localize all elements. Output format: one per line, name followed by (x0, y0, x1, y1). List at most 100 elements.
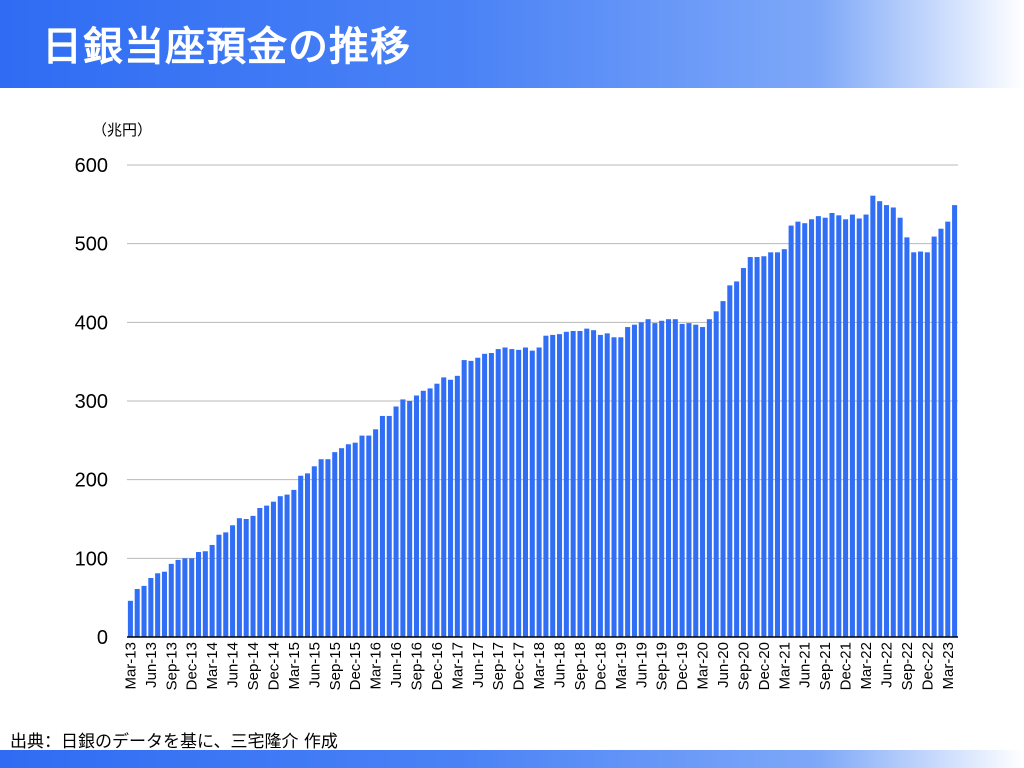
y-tick-label: 0 (97, 627, 108, 649)
bar-Oct-15 (339, 448, 345, 637)
x-tick-label: Jun-22 (878, 642, 895, 688)
x-tick-label: Mar-23 (940, 642, 957, 690)
x-tick-label: Sep-15 (327, 642, 344, 690)
bar-Jun-19 (638, 322, 644, 637)
bar-Apr-18 (543, 335, 549, 637)
bar-Oct-16 (420, 390, 426, 637)
bar-Sep-18 (577, 330, 583, 637)
x-tick-label: Mar-19 (613, 642, 630, 690)
x-tick-label: Dec-19 (674, 642, 691, 690)
bar-Sep-17 (495, 349, 501, 637)
bar-Dec-14 (270, 501, 276, 637)
bar-Oct-17 (502, 347, 508, 637)
x-tick-label: Mar-15 (286, 642, 303, 690)
bar-Apr-20 (706, 319, 712, 637)
y-tick-label: 200 (75, 470, 108, 492)
x-tick-label: Sep-20 (735, 642, 752, 690)
bar-Jan-19 (604, 333, 610, 637)
x-tick-label: Sep-17 (490, 642, 507, 690)
bar-Feb-23 (938, 228, 944, 637)
bar-Jan-22 (849, 214, 855, 637)
bar-Jul-14 (236, 518, 242, 637)
x-tick-label: Sep-14 (245, 642, 262, 690)
bar-Aug-17 (488, 353, 494, 637)
bar-Aug-15 (325, 459, 331, 637)
bar-Jan-23 (931, 236, 937, 637)
bar-Nov-13 (182, 558, 188, 637)
x-tick-label: Mar-21 (776, 642, 793, 690)
bar-Sep-14 (250, 515, 256, 637)
bar-Jul-15 (318, 459, 324, 637)
bar-Dec-18 (597, 334, 603, 637)
x-tick-label: Sep-19 (654, 642, 671, 690)
x-tick-label: Mar-13 (122, 642, 139, 690)
bar-Sep-22 (904, 237, 910, 637)
bar-Dec-21 (843, 219, 849, 637)
bar-Apr-13 (134, 589, 140, 637)
x-tick-label: Sep-13 (163, 642, 180, 690)
bar-Apr-17 (461, 360, 467, 637)
x-tick-label: Jun-14 (225, 642, 242, 688)
x-tick-label: Mar-22 (858, 642, 875, 690)
x-tick-label: Dec-17 (511, 642, 528, 690)
bar-Apr-23 (952, 205, 958, 637)
x-tick-label: Jun-13 (143, 642, 160, 688)
x-tick-label: Dec-18 (592, 642, 609, 690)
bar-Dec-22 (924, 252, 930, 637)
bar-Dec-19 (679, 323, 685, 637)
bar-Aug-18 (570, 330, 576, 637)
bar-Jan-21 (768, 252, 774, 637)
x-tick-label: Mar-16 (368, 642, 385, 690)
bar-Oct-19 (665, 319, 672, 637)
bar-Nov-19 (672, 319, 678, 637)
x-tick-label: Mar-14 (204, 642, 221, 690)
bar-Feb-21 (774, 252, 781, 637)
bar-Feb-20 (693, 324, 699, 637)
bar-Nov-16 (427, 388, 433, 637)
bar-Mar-22 (863, 214, 869, 637)
bar-Feb-22 (856, 218, 862, 637)
x-tick-label: Jun-16 (388, 642, 405, 688)
bar-Feb-17 (448, 379, 454, 637)
bar-Nov-20 (754, 257, 760, 637)
source-note: 出典：日銀のデータを基に、三宅隆介 作成 (10, 732, 338, 752)
bar-Aug-13 (161, 571, 167, 637)
bar-Nov-17 (509, 349, 515, 637)
bar-Jul-16 (400, 399, 406, 637)
bar-Jun-21 (802, 223, 808, 638)
bar-May-17 (468, 360, 474, 637)
bar-Jan-20 (686, 323, 692, 637)
x-tick-label: Dec-13 (184, 642, 201, 690)
bar-May-15 (304, 473, 311, 637)
bar-Dec-17 (516, 349, 522, 637)
bottom-decoration-strip (0, 750, 1024, 768)
bar-Jan-17 (441, 377, 447, 637)
bar-Sep-20 (740, 268, 746, 637)
x-tick-label: Sep-21 (817, 642, 834, 690)
bar-Aug-21 (815, 216, 821, 637)
x-tick-label: Jun-20 (715, 642, 732, 688)
bar-Jul-17 (482, 353, 488, 637)
bar-Mar-21 (781, 249, 787, 637)
x-tick-label: Sep-22 (899, 642, 916, 690)
x-tick-label: Jun-17 (470, 642, 487, 688)
bar-Nov-14 (264, 505, 270, 637)
bar-Dec-13 (189, 558, 195, 637)
title-banner: 日銀当座預金の推移 (0, 0, 1024, 88)
bar-Sep-13 (168, 563, 174, 637)
bar-Sep-16 (413, 395, 420, 637)
bar-Feb-14 (202, 551, 208, 637)
bar-Apr-15 (298, 475, 304, 637)
bar-Jan-16 (359, 435, 365, 637)
bar-Sep-21 (822, 217, 828, 637)
bar-Jan-15 (277, 496, 283, 637)
x-tick-label: Jun-18 (552, 642, 569, 688)
y-tick-label: 300 (75, 391, 108, 413)
bar-Jun-13 (148, 578, 154, 637)
bar-Mar-19 (618, 337, 624, 637)
bar-Aug-16 (407, 401, 413, 637)
bar-Dec-15 (352, 442, 358, 637)
y-axis-unit-label: （兆円） (92, 121, 153, 139)
bar-May-16 (386, 415, 392, 637)
bar-Jul-21 (809, 219, 815, 637)
